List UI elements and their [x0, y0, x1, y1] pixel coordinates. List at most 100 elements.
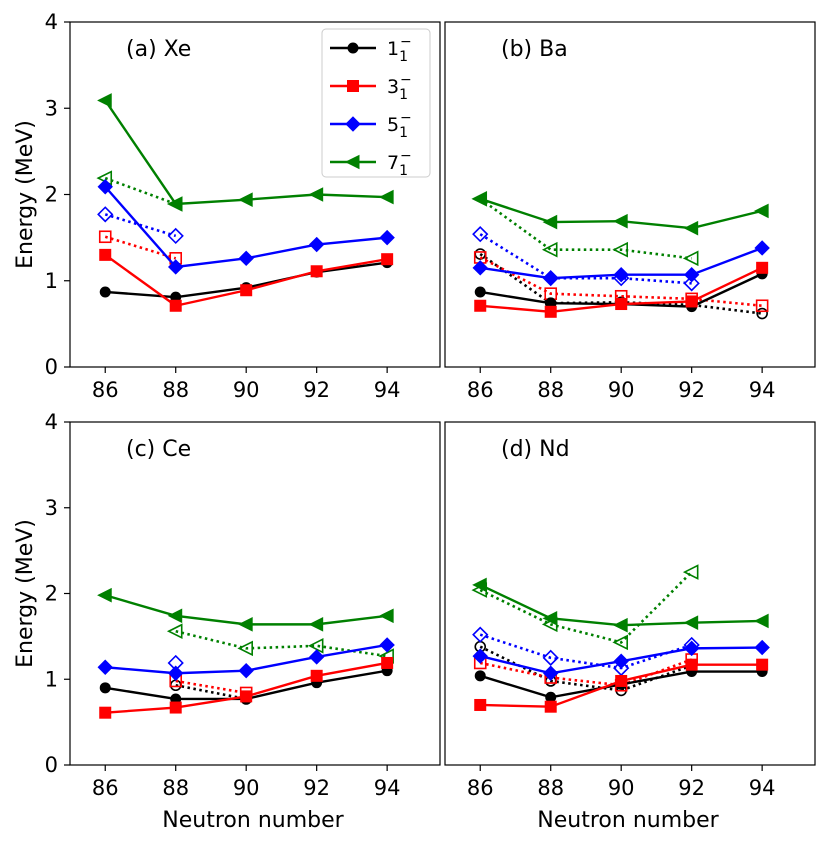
dotted-point-5_1^- — [472, 226, 489, 243]
solid-point-7_1^- — [379, 608, 394, 624]
legend-marker — [345, 116, 361, 132]
solid-point-7_1^- — [542, 611, 558, 626]
solid-point-7_1^- — [683, 615, 699, 630]
plot-frame — [444, 421, 816, 766]
solid-series-line-7_1^- — [479, 583, 763, 627]
legend: 11− 31− 51− 71− — [321, 28, 431, 179]
dotted-series-line-7_1^- — [479, 571, 693, 644]
x-tick-label: 86 — [92, 776, 119, 800]
solid-point-7_1^- — [238, 617, 253, 632]
legend-label: 71− — [387, 148, 412, 179]
dotted-point-5_1^- — [97, 206, 114, 223]
y-axis-title: Energy (MeV) — [13, 519, 38, 668]
solid-point-7_1^- — [754, 613, 769, 629]
solid-point-7_1^- — [167, 608, 183, 624]
dotted-point-5_1^- — [167, 227, 184, 245]
solid-point-7_1^- — [472, 577, 487, 593]
solid-point-7_1^- — [613, 617, 628, 633]
solid-point-3_1^- — [99, 248, 112, 261]
y-tick-label: 3 — [45, 496, 58, 520]
solid-point-3_1^- — [474, 698, 487, 711]
solid-point-7_1^- — [167, 196, 183, 212]
y-tick-label: 4 — [45, 410, 58, 434]
x-tick-label: 88 — [162, 776, 189, 800]
solid-point-3_1^- — [544, 700, 557, 713]
plot-frame — [69, 421, 441, 766]
solid-point-5_1^- — [97, 179, 113, 195]
dotted-point-7_1^- — [682, 250, 699, 267]
x-tick-label: 86 — [467, 378, 494, 402]
dotted-series-line-7_1^- — [175, 629, 388, 658]
solid-point-5_1^- — [238, 662, 254, 679]
y-tick-label: 1 — [45, 667, 58, 691]
solid-point-5_1^- — [683, 267, 700, 283]
solid-point-3_1^- — [99, 706, 112, 719]
x-tick-label: 90 — [608, 776, 635, 800]
y-tick-label: 2 — [45, 582, 58, 606]
solid-point-3_1^- — [756, 261, 769, 274]
solid-point-5_1^- — [168, 259, 184, 275]
solid-point-5_1^- — [238, 250, 254, 267]
legend-label: 31− — [387, 72, 412, 103]
solid-point-5_1^- — [97, 659, 113, 675]
solid-point-5_1^- — [308, 649, 325, 665]
legend-label: 51− — [387, 110, 412, 141]
y-tick-label: 4 — [45, 10, 58, 34]
solid-point-5_1^- — [683, 640, 700, 657]
dotted-point-7_1^- — [307, 638, 324, 654]
x-tick-label: 92 — [303, 378, 330, 402]
solid-point-7_1^- — [472, 191, 487, 207]
solid-point-3_1^- — [685, 295, 698, 308]
solid-point-7_1^- — [97, 93, 112, 108]
x-tick-label: 92 — [678, 378, 705, 402]
solid-point-5_1^- — [754, 639, 770, 656]
panel-4: 86 88 90 92 94 (d) Nd — [444, 421, 816, 800]
solid-point-7_1^- — [238, 192, 253, 207]
solid-point-3_1^- — [474, 299, 487, 312]
panel-3: 86 88 90 92 94 0 1 2 3 4 (c) Ce — [45, 410, 441, 800]
solid-point-3_1^- — [756, 658, 769, 671]
x-tick-label: 86 — [467, 776, 494, 800]
solid-point-1_1^- — [474, 670, 486, 682]
solid-point-3_1^- — [169, 701, 182, 714]
solid-point-7_1^- — [308, 187, 324, 202]
solid-point-5_1^- — [613, 653, 629, 669]
solid-point-5_1^- — [543, 665, 559, 681]
y-axis-title: Energy (MeV) — [13, 120, 38, 269]
dotted-series-line-5_1^- — [479, 633, 693, 670]
solid-point-3_1^- — [381, 656, 394, 669]
solid-point-7_1^- — [308, 617, 324, 632]
solid-point-7_1^- — [542, 214, 558, 230]
solid-point-7_1^- — [683, 220, 699, 236]
panel-title: (b) Ba — [501, 37, 568, 62]
x-tick-label: 94 — [374, 776, 401, 800]
solid-point-3_1^- — [615, 298, 628, 311]
solid-point-5_1^- — [543, 270, 559, 286]
y-tick-label: 0 — [45, 355, 58, 379]
solid-point-5_1^- — [379, 229, 395, 246]
solid-point-5_1^- — [613, 267, 629, 283]
solid-point-1_1^- — [99, 286, 111, 298]
plot-frame — [444, 21, 816, 368]
legend-label: 11− — [387, 34, 412, 65]
y-tick-label: 0 — [45, 753, 58, 777]
dotted-point-5_1^- — [683, 275, 700, 292]
legend-box — [321, 28, 431, 178]
solid-point-3_1^- — [240, 690, 253, 703]
dotted-series-line-7_1^- — [479, 197, 692, 260]
legend-marker — [347, 80, 359, 92]
panel-title: (d) Nd — [501, 437, 570, 462]
dotted-point-3_1^- — [98, 230, 112, 244]
dotted-point-7_1^- — [612, 634, 628, 651]
solid-point-7_1^- — [97, 587, 112, 603]
solid-point-5_1^- — [379, 637, 395, 653]
x-tick-label: 90 — [233, 776, 260, 800]
x-tick-label: 86 — [92, 378, 119, 402]
dotted-series-line-7_1^- — [104, 176, 177, 206]
solid-point-3_1^- — [169, 299, 182, 312]
solid-point-5_1^- — [754, 240, 770, 256]
panel-title: (c) Ce — [126, 437, 191, 462]
x-tick-label: 88 — [162, 378, 189, 402]
solid-point-5_1^- — [472, 260, 488, 276]
